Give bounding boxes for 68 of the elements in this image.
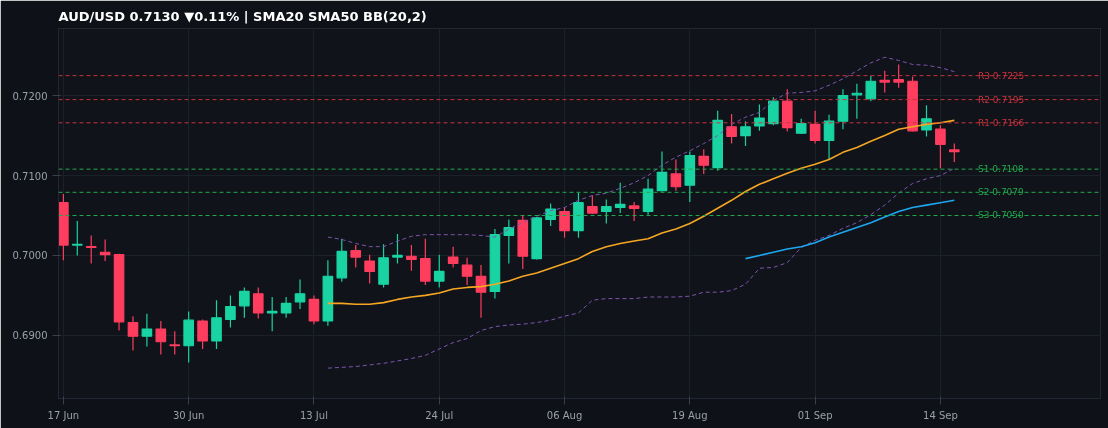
candlestick [266, 296, 278, 332]
candlestick [865, 75, 877, 102]
candlestick [350, 244, 362, 269]
ref-line-label: R1 0.7166 [977, 117, 1025, 128]
candlestick [698, 148, 710, 175]
candlestick [433, 254, 445, 289]
line-series [327, 167, 955, 369]
candlestick [754, 103, 765, 132]
x-tick-label: 14 Sep [923, 409, 958, 421]
candlestick [127, 315, 139, 352]
candlestick [239, 286, 250, 319]
candlestick [656, 150, 668, 193]
chart-title: AUD/USD 0.7130 ▼0.11% | SMA20 SMA50 BB(20,2) [58, 8, 427, 24]
y-tick-label: 0.7000 [12, 250, 48, 262]
candlestick [935, 124, 946, 169]
candlestick [211, 299, 222, 350]
line-series [327, 119, 956, 305]
candlestick [726, 113, 737, 145]
line-series [744, 199, 956, 260]
candlestick [948, 142, 960, 163]
y-tick-label: 0.7100 [12, 170, 48, 182]
x-tick-label: 01 Sep [797, 409, 833, 421]
candlestick [809, 110, 821, 145]
candlestick [169, 330, 181, 356]
candlestick [252, 286, 264, 320]
x-tick-label: 24 Jul [425, 409, 454, 421]
x-tick-label: 19 Aug [672, 409, 708, 421]
candlestick [294, 278, 306, 310]
candlestick [392, 233, 403, 265]
candlestick [364, 254, 375, 285]
x-tick-label: 13 Jul [299, 409, 328, 421]
candlestick [141, 313, 153, 348]
x-tick-label: 17 Jun [47, 409, 80, 421]
candlestick [600, 198, 612, 225]
candlestick [559, 206, 570, 239]
candlestick [406, 244, 417, 272]
candlestick [893, 63, 904, 89]
x-tick-label: 30 Jun [172, 409, 205, 421]
candlestick [670, 158, 682, 192]
ref-line-label: S2 0.7079 [977, 187, 1025, 198]
candlestick [461, 257, 473, 286]
candlestick [587, 194, 598, 215]
candlestick [740, 120, 751, 147]
ref-line-label: S3 0.7050 [977, 210, 1025, 221]
candlestick [71, 220, 83, 257]
candlestick [642, 178, 654, 216]
candlestick [768, 96, 779, 126]
ref-line-label: S1 0.7108 [977, 164, 1025, 175]
candlestick [879, 70, 891, 94]
line-series [327, 56, 955, 248]
candlestick [447, 246, 459, 269]
candlestick [419, 238, 431, 286]
candlestick [614, 182, 626, 214]
candlestick [308, 294, 320, 325]
ref-line-label: R3 0.7225 [977, 70, 1025, 81]
candlestick [823, 114, 835, 161]
candlestick [280, 296, 292, 319]
candlestick [628, 201, 640, 222]
y-tick-label: 0.7200 [12, 90, 48, 102]
y-tick-label: 0.6900 [12, 330, 48, 342]
candlestick [155, 320, 167, 356]
candlestick [85, 234, 97, 265]
candlestick [225, 294, 236, 328]
candlestick [503, 218, 515, 265]
x-tick-label: 06 Aug [546, 409, 583, 421]
ref-line-label: R2 0.7195 [977, 94, 1025, 105]
candlestick [545, 202, 556, 227]
candlestick [197, 318, 208, 350]
